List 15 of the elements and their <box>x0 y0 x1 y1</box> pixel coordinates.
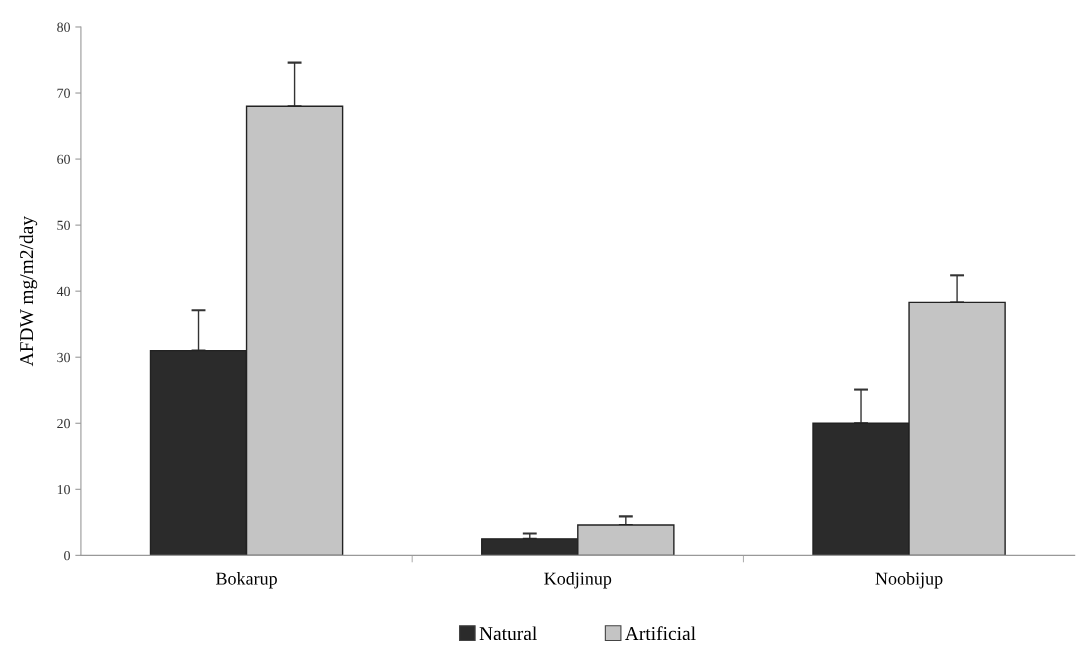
y-tick-label: 60 <box>57 154 70 165</box>
y-tick-label: 80 <box>57 22 70 32</box>
y-tick-label: 40 <box>56 286 70 297</box>
y-tick-label: 10 <box>57 484 70 495</box>
legend-label: Natural <box>479 626 537 641</box>
x-tick-label: Noobijup <box>875 572 943 589</box>
y-tick-label: 30 <box>57 352 70 363</box>
legend-label: Artificial <box>624 626 696 641</box>
y-tick-label: 0 <box>64 550 70 561</box>
x-tick-label: Bokarup <box>215 572 277 589</box>
y-tick-label: 20 <box>57 418 70 429</box>
y-tick-label: 50 <box>57 220 70 231</box>
y-axis-title: AFDW mg/m2/day <box>19 216 38 367</box>
y-tick-label: 70 <box>57 88 70 98</box>
x-tick-label: Kodjinup <box>544 572 612 589</box>
